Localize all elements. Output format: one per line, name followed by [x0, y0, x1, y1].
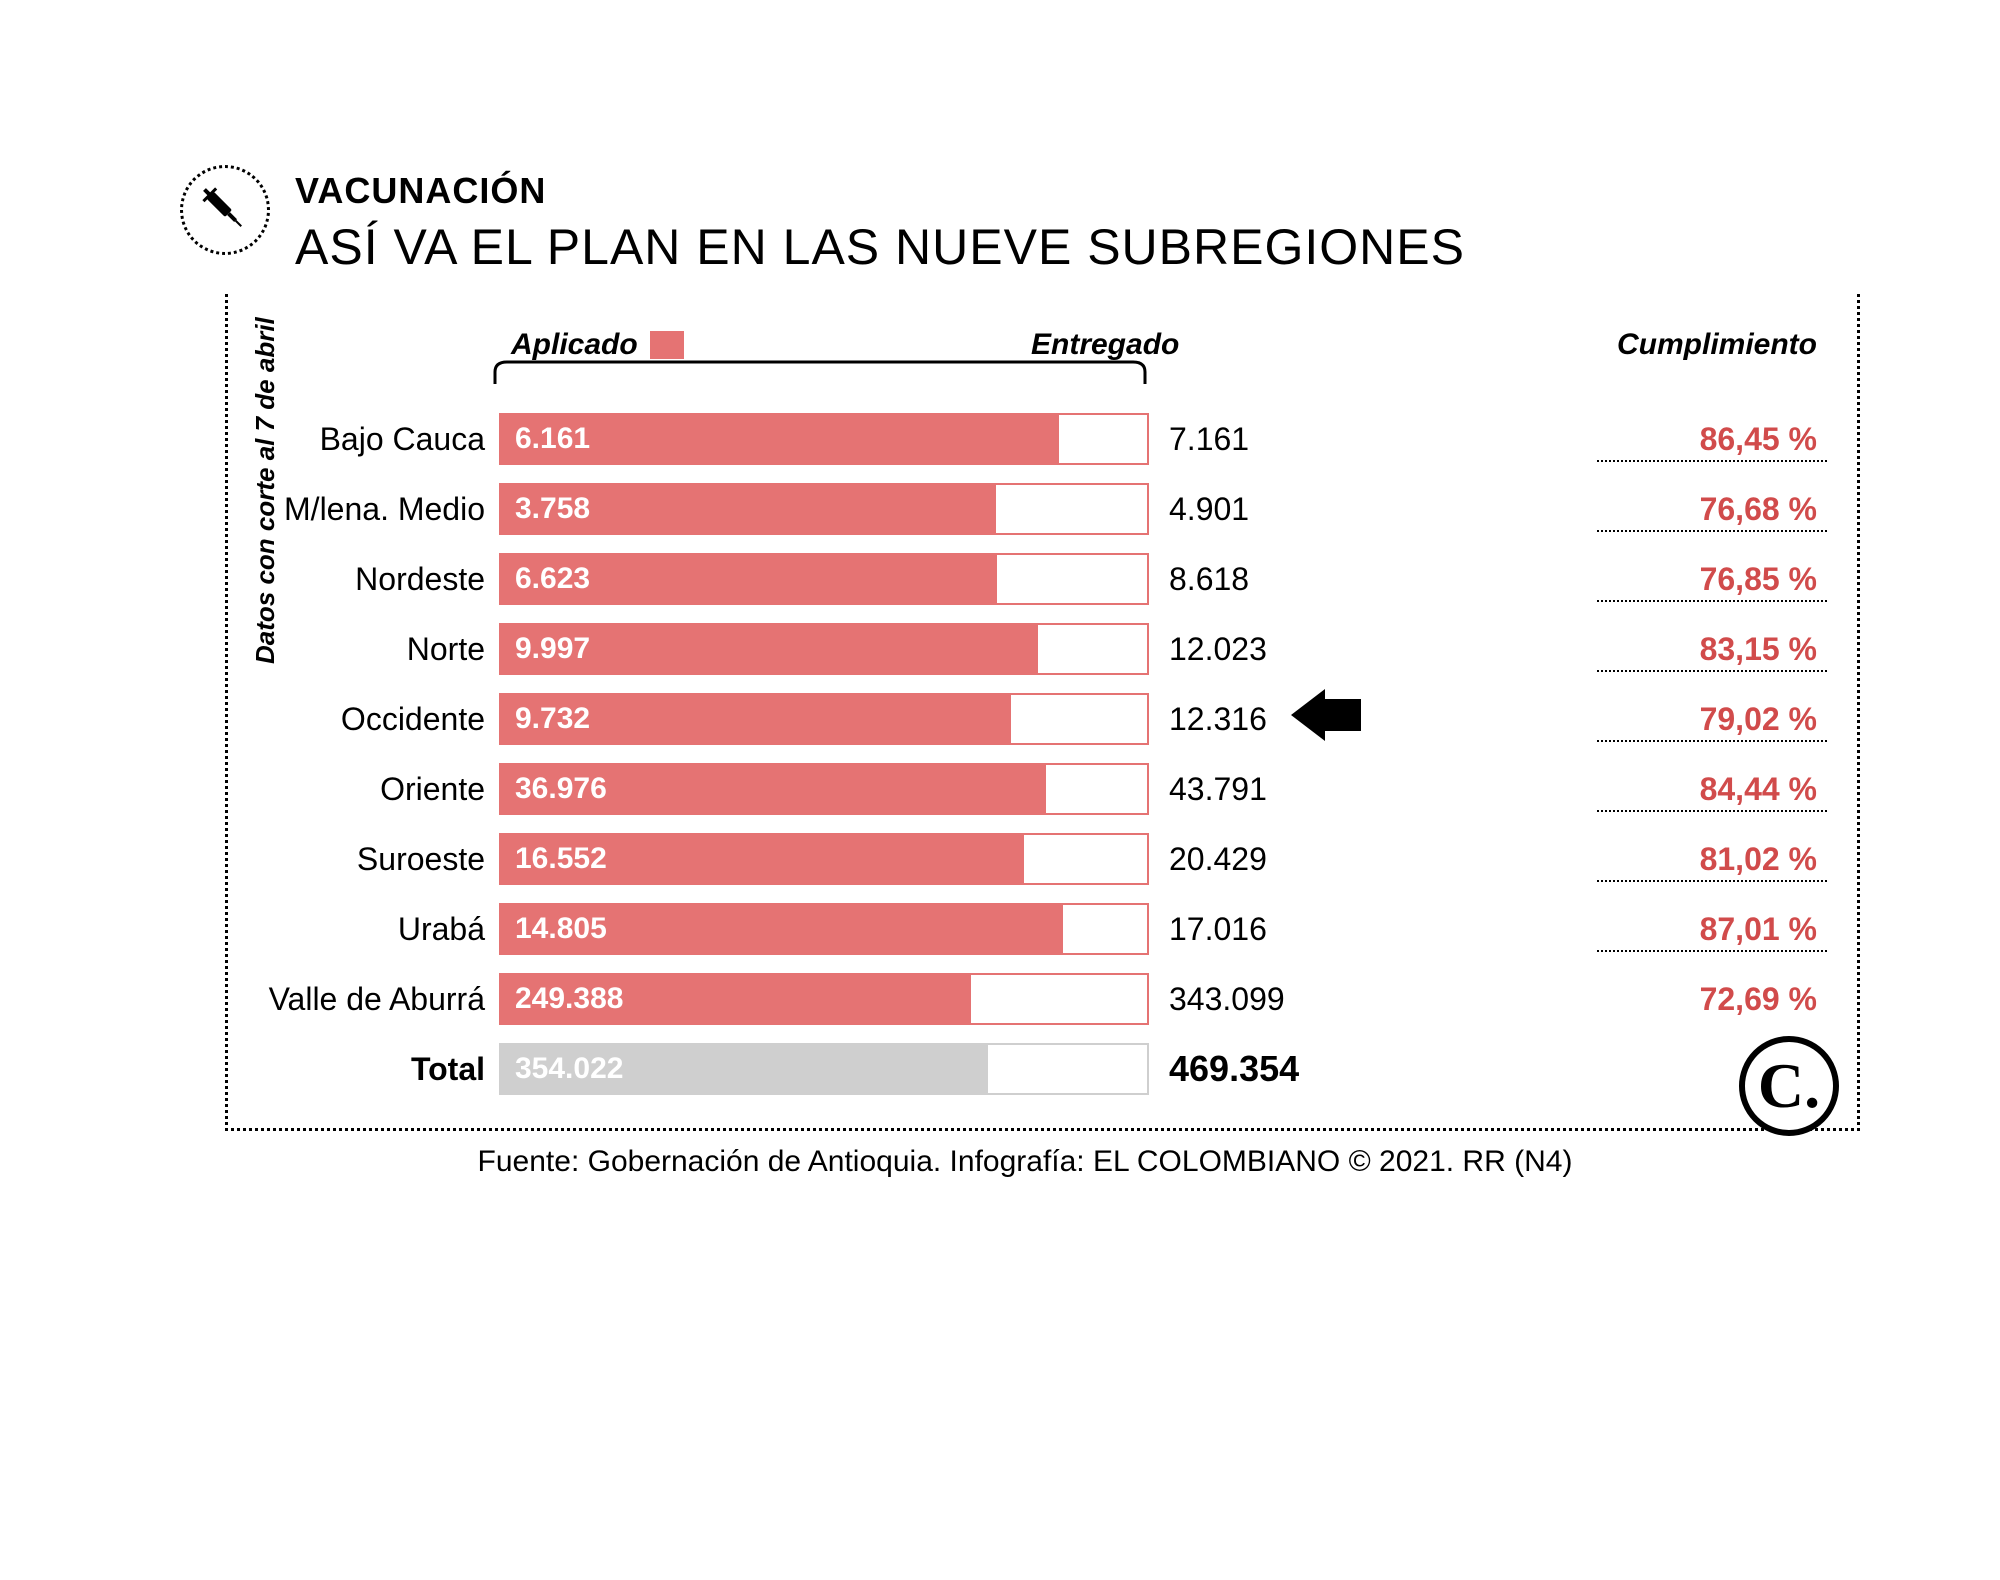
titles: VACUNACIÓN ASÍ VA EL PLAN EN LAS NUEVE S…	[295, 170, 1860, 276]
cumplimiento-value: 87,01 %	[1349, 911, 1827, 948]
data-row: Occidente9.73212.31679,02 %	[246, 688, 1827, 750]
legend-entregado: Entregado	[1031, 328, 1179, 362]
legend-swatch-icon	[650, 331, 684, 359]
publisher-logo-icon: C.	[1739, 1036, 1839, 1136]
bar-track: 9.997	[499, 623, 1149, 675]
bar-track: 354.022	[499, 1043, 1149, 1095]
bar-track: 6.161	[499, 413, 1149, 465]
region-label: M/lena. Medio	[246, 491, 499, 528]
bar-track: 3.758	[499, 483, 1149, 535]
bar-track: 6.623	[499, 553, 1149, 605]
data-row: Valle de Aburrá249.388 343.09972,69 %	[246, 968, 1827, 1030]
cumplimiento-value: 72,69 %	[1349, 981, 1827, 1018]
bar-track: 14.805	[499, 903, 1149, 955]
entregado-value: 43.791	[1169, 771, 1349, 808]
entregado-value: 7.161	[1169, 421, 1349, 458]
total-row: Total354.022 469.354	[246, 1038, 1827, 1100]
region-label: Total	[246, 1051, 499, 1088]
syringe-icon	[180, 165, 270, 255]
cumplimiento-value: 76,85 %	[1349, 561, 1827, 598]
bar-track: 36.976	[499, 763, 1149, 815]
data-row: Nordeste6.623 8.61876,85 %	[246, 548, 1827, 610]
legend-cumplimiento: Cumplimiento	[1617, 328, 1817, 362]
bar-fill: 3.758	[501, 485, 996, 533]
cumplimiento-value: 84,44 %	[1349, 771, 1827, 808]
cumplimiento-value: 81,02 %	[1349, 841, 1827, 878]
region-label: Urabá	[246, 911, 499, 948]
legend-aplicado: Aplicado	[511, 328, 638, 362]
rows-container: Bajo Cauca6.161 7.16186,45 % M/lena. Medio…	[246, 408, 1827, 1100]
entregado-value: 12.023	[1169, 631, 1349, 668]
entregado-value: 469.354	[1169, 1048, 1349, 1090]
headline: ASÍ VA EL PLAN EN LAS NUEVE SUBREGIONES	[295, 218, 1860, 276]
region-label: Norte	[246, 631, 499, 668]
region-label: Occidente	[246, 701, 499, 738]
entregado-value: 8.618	[1169, 561, 1349, 598]
chart-box: Datos con corte al 7 de abril Aplicado E…	[225, 294, 1860, 1131]
bar-fill: 6.623	[501, 555, 997, 603]
bar-fill: 6.161	[501, 415, 1059, 463]
region-label: Nordeste	[246, 561, 499, 598]
cumplimiento-value: 86,45 %	[1349, 421, 1827, 458]
entregado-value: 343.099	[1169, 981, 1349, 1018]
cumplimiento-value: 83,15 %	[1349, 631, 1827, 668]
bar-fill: 16.552	[501, 835, 1024, 883]
header: VACUNACIÓN ASÍ VA EL PLAN EN LAS NUEVE S…	[180, 170, 1860, 276]
data-row: Suroeste16.552 20.42981,02 %	[246, 828, 1827, 890]
kicker: VACUNACIÓN	[295, 170, 1860, 212]
bar-fill: 9.732	[501, 695, 1011, 743]
data-row: Bajo Cauca6.161 7.16186,45 %	[246, 408, 1827, 470]
region-label: Suroeste	[246, 841, 499, 878]
entregado-value: 17.016	[1169, 911, 1349, 948]
data-row: Urabá14.805 17.01687,01 %	[246, 898, 1827, 960]
region-label: Oriente	[246, 771, 499, 808]
data-row: M/lena. Medio3.758 4.90176,68 %	[246, 478, 1827, 540]
entregado-value: 4.901	[1169, 491, 1349, 528]
bar-fill: 9.997	[501, 625, 1038, 673]
bar-track: 249.388	[499, 973, 1149, 1025]
cumplimiento-value: 76,68 %	[1349, 491, 1827, 528]
bar-fill: 36.976	[501, 765, 1046, 813]
region-label: Valle de Aburrá	[246, 981, 499, 1018]
legend: Aplicado Entregado Cumplimiento	[511, 322, 1827, 368]
region-label: Bajo Cauca	[246, 421, 499, 458]
infographic-container: VACUNACIÓN ASÍ VA EL PLAN EN LAS NUEVE S…	[180, 170, 1860, 1179]
bar-fill: 249.388	[501, 975, 971, 1023]
data-row: Norte9.997 12.02383,15 %	[246, 618, 1827, 680]
bar-fill: 14.805	[501, 905, 1063, 953]
bar-track: 9.732	[499, 693, 1149, 745]
cumplimiento-value: 79,02 %	[1349, 701, 1827, 738]
bar-track: 16.552	[499, 833, 1149, 885]
bar-fill: 354.022	[501, 1045, 988, 1093]
entregado-value: 20.429	[1169, 841, 1349, 878]
data-row: Oriente36.976 43.79184,44 %	[246, 758, 1827, 820]
arrow-marker-icon	[1291, 689, 1361, 749]
source-line: Fuente: Gobernación de Antioquia. Infogr…	[225, 1145, 1825, 1179]
